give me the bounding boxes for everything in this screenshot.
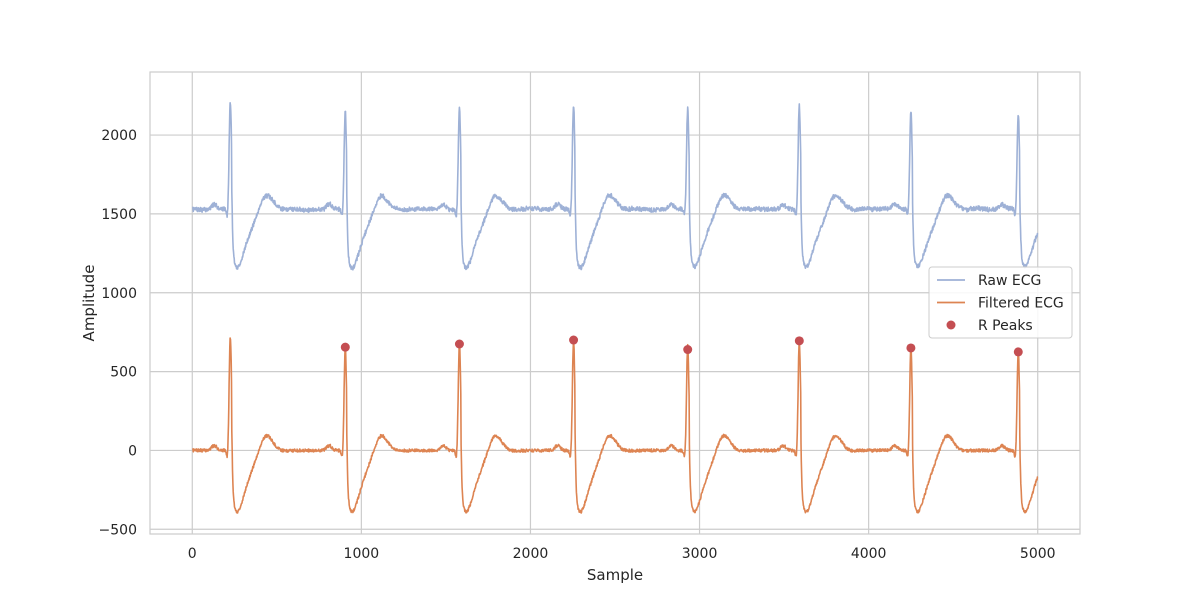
x-tick-label: 5000	[1020, 546, 1056, 562]
y-axis-label: Amplitude	[80, 265, 98, 342]
y-tick-label: 1000	[101, 286, 137, 302]
legend: Raw ECG Filtered ECG R Peaks	[928, 266, 1073, 339]
axis-layer: 0 1000 2000 3000 4000 5000 −500 0 500 1000 1500 200…	[99, 128, 1056, 562]
y-tick-label: 500	[110, 365, 137, 381]
r-peak-point	[569, 335, 579, 345]
filtered-ecg-line	[191, 337, 1039, 514]
legend-box	[928, 266, 1073, 339]
legend-label: R Peaks	[978, 318, 1033, 334]
legend-label: Raw ECG	[978, 273, 1041, 289]
r-peak-point	[794, 336, 804, 346]
legend-marker-r-peaks	[946, 320, 956, 330]
grid-lines	[150, 72, 1080, 534]
r-peak-point	[906, 343, 916, 353]
r-peak-point	[340, 342, 350, 352]
r-peak-point	[683, 345, 693, 355]
y-tick-label: 2000	[101, 128, 137, 144]
plot-area	[149, 71, 1081, 535]
x-axis-label: Sample	[587, 566, 643, 584]
x-tick-label: 2000	[513, 546, 549, 562]
x-tick-label: 3000	[682, 546, 718, 562]
y-tick-label: 0	[128, 443, 137, 459]
y-tick-label: −500	[99, 522, 137, 538]
legend-label: Filtered ECG	[978, 296, 1064, 312]
raw-ecg-line	[191, 102, 1039, 271]
r-peak-point	[1013, 347, 1023, 357]
series-layer	[191, 102, 1039, 514]
r-peak-point	[454, 339, 464, 349]
x-tick-label: 4000	[851, 546, 887, 562]
x-tick-label: 1000	[344, 546, 380, 562]
y-tick-label: 1500	[101, 207, 137, 223]
x-tick-label: 0	[188, 546, 197, 562]
